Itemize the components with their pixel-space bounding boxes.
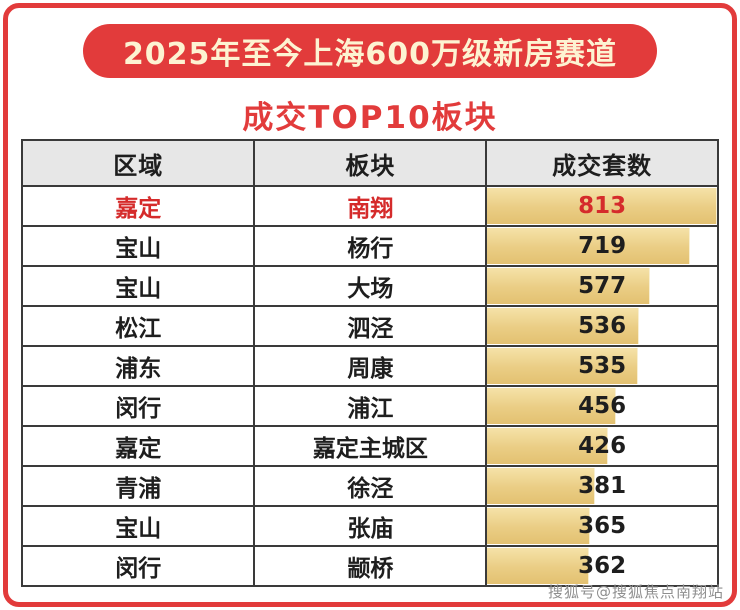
- region-cell: 宝山: [20, 225, 256, 267]
- watermark: 搜狐号@搜狐焦点南翔站: [547, 583, 724, 601]
- count-bar: [488, 188, 717, 224]
- count-value: 813: [578, 193, 627, 219]
- table-row: 青浦 徐泾 381: [20, 465, 719, 507]
- sector-cell: 浦江: [253, 385, 488, 427]
- region-cell: 松江: [20, 305, 256, 347]
- count-bar: [488, 508, 591, 544]
- count-value: 535: [578, 353, 627, 379]
- count-cell: 426: [485, 425, 719, 467]
- table-row: 闵行 颛桥 362: [20, 545, 719, 587]
- count-cell: 719: [485, 225, 719, 267]
- table-header-row: 区域 板块 成交套数: [20, 139, 719, 187]
- count-bar: [488, 428, 608, 464]
- table-row: 宝山 大场 577: [20, 265, 719, 307]
- table-row: 嘉定 南翔 813: [20, 185, 719, 227]
- sector-cell: 徐泾: [253, 465, 488, 507]
- header-count: 成交套数: [485, 139, 719, 187]
- count-cell: 535: [485, 345, 719, 387]
- table-row: 闵行 浦江 456: [20, 385, 719, 427]
- top10-table-wrap: 区域 板块 成交套数 嘉定 南翔 813 宝山 杨行 719 宝山 大场 577 松江 泗泾 536 浦…: [20, 139, 719, 587]
- table-body: 嘉定 南翔 813 宝山 杨行 719 宝山 大场 577 松江 泗泾 536 浦东 周康 535 闵行 浦江 4…: [20, 185, 719, 587]
- count-bar: [488, 388, 617, 424]
- region-cell: 宝山: [20, 505, 256, 547]
- sector-cell: 张庙: [253, 505, 488, 547]
- top10-table: 区域 板块 成交套数 嘉定 南翔 813 宝山 杨行 719 宝山 大场 577 松江 泗泾 536 浦…: [20, 139, 719, 587]
- count-value: 426: [578, 433, 627, 459]
- count-value: 536: [578, 313, 627, 339]
- header-sector: 板块: [253, 139, 488, 187]
- region-cell: 青浦: [20, 465, 256, 507]
- region-cell: 闵行: [20, 545, 256, 587]
- count-cell: 813: [485, 185, 719, 227]
- region-cell: 宝山: [20, 265, 256, 307]
- sector-cell: 大场: [253, 265, 488, 307]
- count-bar: [488, 268, 651, 304]
- count-value: 365: [578, 513, 627, 539]
- table-row: 浦东 周康 535: [20, 345, 719, 387]
- count-value: 456: [578, 393, 627, 419]
- count-cell: 365: [485, 505, 719, 547]
- count-cell: 536: [485, 305, 719, 347]
- sector-cell: 周康: [253, 345, 488, 387]
- header-region: 区域: [20, 139, 256, 187]
- region-cell: 浦东: [20, 345, 256, 387]
- region-cell: 嘉定: [20, 425, 256, 467]
- sector-cell: 嘉定主城区: [253, 425, 488, 467]
- count-cell: 577: [485, 265, 719, 307]
- count-cell: 381: [485, 465, 719, 507]
- count-value: 577: [578, 273, 627, 299]
- table-row: 嘉定 嘉定主城区 426: [20, 425, 719, 467]
- sector-cell: 南翔: [253, 185, 488, 227]
- subtitle: 成交TOP10板块: [242, 100, 498, 136]
- region-cell: 嘉定: [20, 185, 256, 227]
- title-banner: 2025年至今上海600万级新房赛道: [83, 24, 657, 78]
- count-bar: [488, 468, 595, 504]
- count-cell: 456: [485, 385, 719, 427]
- count-bar: [488, 228, 691, 264]
- count-bar: [488, 308, 639, 344]
- count-value: 362: [578, 553, 627, 579]
- sector-cell: 泗泾: [253, 305, 488, 347]
- banner-title: 2025年至今上海600万级新房赛道: [122, 37, 618, 72]
- table-row: 松江 泗泾 536: [20, 305, 719, 347]
- count-bar: [488, 548, 590, 584]
- table-row: 宝山 张庙 365: [20, 505, 719, 547]
- region-cell: 闵行: [20, 385, 256, 427]
- count-bar: [488, 348, 639, 384]
- count-value: 381: [578, 473, 627, 499]
- table-row: 宝山 杨行 719: [20, 225, 719, 267]
- count-value: 719: [578, 233, 627, 259]
- sector-cell: 颛桥: [253, 545, 488, 587]
- count-cell: 362: [485, 545, 719, 587]
- sector-cell: 杨行: [253, 225, 488, 267]
